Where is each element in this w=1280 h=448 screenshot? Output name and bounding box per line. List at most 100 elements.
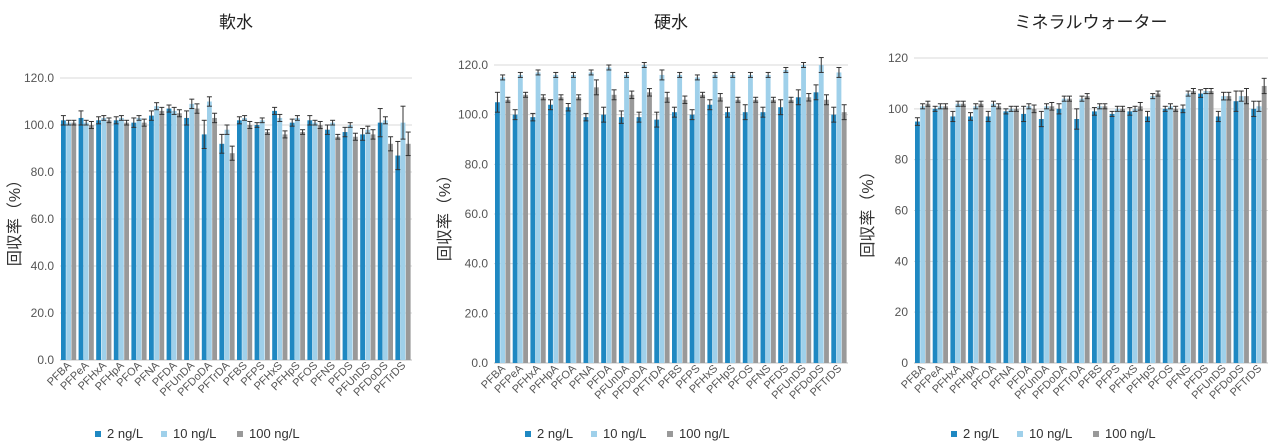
legend-label: 10 ng/L	[603, 426, 646, 441]
y-tick-label: 80.0	[465, 157, 489, 171]
legend-label: 100 ng/L	[1105, 426, 1156, 441]
bar-2ngl-pfbs	[237, 120, 242, 360]
bar-10ngl-pfos	[748, 74, 753, 363]
bar-2ngl-pfdoda	[1056, 108, 1062, 363]
bar-10ngl-pfunds	[1221, 96, 1226, 363]
bar-2ngl-pfunds	[1215, 116, 1221, 363]
bar-100ngl-pfds	[353, 136, 358, 360]
bar-2ngl-pfhpa	[113, 120, 119, 360]
bar-10ngl-pfdoda	[641, 65, 647, 363]
bar-10ngl-pfos	[312, 122, 318, 361]
bar-2ngl-pfhxa	[96, 120, 101, 360]
y-tick-label: 0	[901, 356, 908, 370]
bar-100ngl-pfna	[1013, 108, 1019, 363]
legend-item: 10 ng/L	[1017, 426, 1072, 441]
bar-10ngl-pfhxs	[1132, 108, 1138, 363]
bar-100ngl-pfunda	[1049, 106, 1055, 364]
bar-2ngl-pfhxa	[950, 116, 956, 363]
bar-2ngl-pfds	[778, 107, 784, 363]
bar-10ngl-pftrda	[1079, 98, 1085, 364]
bar-100ngl-pfda	[611, 94, 617, 364]
bar-10ngl-pfdoda	[1061, 98, 1067, 364]
bar-2ngl-pfna	[1003, 111, 1009, 363]
bar-2ngl-pfunda	[1038, 119, 1044, 363]
y-tick-label: 20	[895, 305, 909, 319]
y-tick-label: 100	[888, 102, 908, 116]
y-tick-label: 40	[895, 254, 909, 268]
bar-10ngl-pfhps	[295, 117, 300, 360]
legend-swatch	[525, 431, 531, 437]
bar-100ngl-pfhxa	[106, 120, 112, 360]
bar-10ngl-pfba	[920, 106, 926, 364]
bar-100ngl-pfoa	[996, 106, 1002, 364]
bar-10ngl-pfda	[171, 110, 177, 361]
legend-item: 2 ng/L	[951, 426, 999, 441]
bar-10ngl-pfhxa	[535, 72, 541, 363]
bar-100ngl-pfhxs	[1137, 106, 1143, 364]
bar-2ngl-pfdoda	[201, 134, 207, 360]
bar-2ngl-pfba	[61, 120, 66, 360]
bar-100ngl-pfdoda	[212, 117, 217, 360]
legend-swatch	[591, 431, 597, 437]
bar-10ngl-pftrda	[224, 129, 230, 360]
bar-100ngl-pfdods	[824, 99, 829, 364]
y-tick-label: 120	[888, 51, 908, 65]
y-tick-label: 80.0	[31, 165, 55, 179]
bar-10ngl-pfda	[1026, 106, 1032, 364]
bar-2ngl-pfba	[915, 121, 920, 364]
bar-2ngl-pfhxa	[530, 117, 536, 364]
bar-10ngl-pfhxs	[277, 117, 283, 360]
bar-10ngl-pftrds	[1256, 106, 1262, 364]
bar-100ngl-pfds	[788, 99, 794, 364]
bar-10ngl-pfps	[1114, 108, 1120, 363]
bar-2ngl-pfbs	[672, 112, 677, 363]
bar-2ngl-pfoa	[985, 116, 991, 363]
bar-100ngl-pfba	[925, 103, 931, 363]
bar-10ngl-pfunda	[1044, 106, 1049, 364]
legend-item: 100 ng/L	[237, 426, 300, 441]
legend-label: 2 ng/L	[107, 426, 143, 441]
bar-100ngl-pfhpa	[978, 103, 984, 363]
y-axis-label: 回収率（%）	[6, 172, 24, 266]
bar-2ngl-pfda	[1021, 113, 1027, 364]
y-tick-label: 0.0	[37, 353, 54, 367]
bar-100ngl-pfns	[335, 136, 341, 360]
bar-100ngl-pfhxs	[717, 97, 723, 364]
bar-10ngl-pfhps	[1150, 96, 1156, 363]
bar-2ngl-pfunds	[795, 97, 801, 364]
bar-100ngl-pfhxa	[540, 97, 546, 364]
bar-100ngl-pfbs	[682, 99, 688, 364]
bar-10ngl-pfns	[765, 74, 771, 363]
bar-100ngl-pftrda	[229, 153, 235, 360]
bar-10ngl-pfos	[1168, 106, 1173, 364]
bar-2ngl-pfda	[166, 108, 172, 360]
bar-2ngl-pfhps	[725, 112, 730, 363]
bar-100ngl-pfba	[71, 122, 77, 361]
bar-2ngl-pfns	[1180, 108, 1186, 363]
legend-swatch	[1093, 431, 1099, 437]
bar-2ngl-pfunds	[360, 134, 365, 360]
bar-100ngl-pfna	[593, 87, 599, 363]
bar-2ngl-pfdods	[1233, 101, 1239, 363]
bar-100ngl-pftrds	[405, 143, 411, 360]
bar-2ngl-pftrds	[395, 155, 401, 360]
y-tick-label: 60.0	[465, 207, 489, 221]
legend-label: 10 ng/L	[173, 426, 216, 441]
bar-10ngl-pftrds	[836, 72, 842, 363]
bar-100ngl-pfpea	[89, 125, 94, 360]
bar-2ngl-pfdods	[813, 92, 819, 364]
bar-100ngl-pfns	[1190, 91, 1196, 364]
bar-2ngl-pfns	[760, 112, 766, 363]
bar-2ngl-pfps	[689, 114, 695, 364]
bar-100ngl-pfpea	[523, 94, 528, 364]
legend-swatch	[161, 431, 167, 437]
bar-100ngl-pfps	[1120, 108, 1125, 363]
bar-2ngl-pfda	[601, 114, 607, 364]
legend-item: 100 ng/L	[667, 426, 730, 441]
bar-10ngl-pfhxa	[955, 103, 961, 363]
y-tick-label: 0.0	[471, 356, 488, 370]
bar-2ngl-pfhxs	[1127, 111, 1133, 363]
bar-100ngl-pfunda	[629, 94, 635, 364]
legend-item: 10 ng/L	[591, 426, 646, 441]
